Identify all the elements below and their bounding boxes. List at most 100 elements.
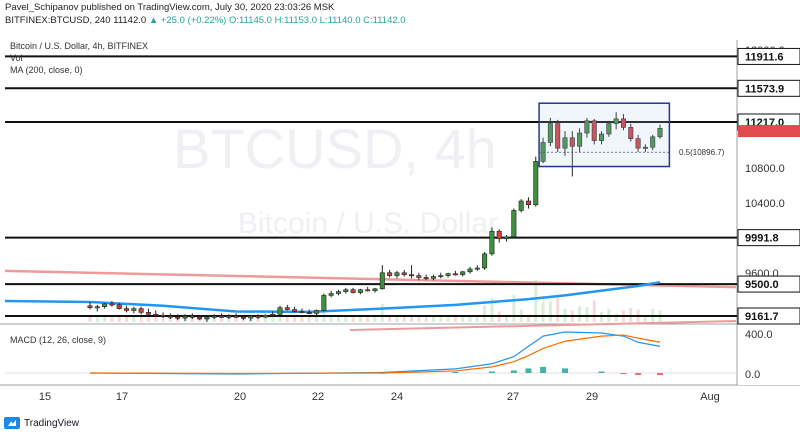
level-tag: [737, 79, 800, 97]
y-tick-label: 0.0: [745, 369, 760, 381]
macd-histogram-bar: [620, 373, 627, 374]
volume-bar: [285, 316, 289, 322]
macd-line: [89, 331, 661, 375]
volume-bar: [263, 316, 267, 322]
candle-body: [306, 312, 312, 314]
watermark-name: Bitcoin / U.S. Dollar: [238, 207, 498, 240]
volume-bar: [424, 317, 428, 322]
volume-bar: [293, 316, 297, 322]
level-label: 11573.9: [745, 83, 784, 95]
candle-body: [365, 289, 371, 292]
legend-main[interactable]: Bitcoin / U.S. Dollar, 4h, BITFINEX: [10, 41, 149, 51]
volume-bar: [103, 315, 107, 322]
candle-body: [591, 120, 597, 141]
macd-histogram-bar: [598, 371, 605, 373]
volume-bar: [388, 315, 392, 322]
volume-bar: [344, 316, 348, 322]
volume-bar: [410, 317, 414, 322]
candle-body: [240, 316, 246, 319]
volume-bar: [512, 294, 516, 322]
legend-macd[interactable]: MACD (12, 26, close, 9): [10, 335, 107, 345]
candle-body: [606, 123, 612, 135]
candle-body: [131, 308, 137, 311]
candle-body: [255, 315, 261, 318]
ohlc-values: O:11145.0 H:11153.0 L:11140.0 C:11142.0: [228, 15, 406, 26]
candle-body: [189, 315, 195, 318]
candle-body: [628, 127, 634, 140]
candle-body: [452, 273, 458, 276]
candle-body: [416, 275, 422, 278]
candle-body: [445, 273, 451, 276]
legend-vol[interactable]: Vol: [10, 53, 23, 63]
candle-body: [262, 314, 268, 318]
candle-body: [620, 118, 626, 128]
candle-body: [423, 277, 429, 279]
macd-histogram-bar: [635, 373, 642, 376]
volume-bar: [227, 317, 231, 322]
macd-histogram-bar: [525, 368, 532, 373]
volume-bar: [417, 316, 421, 322]
x-tick-label: 20: [234, 391, 246, 403]
candle-body: [321, 295, 327, 311]
candle-body: [504, 236, 510, 240]
candle-body: [233, 315, 239, 318]
candle-body: [379, 272, 385, 290]
volume-bar: [132, 316, 136, 322]
volume-bar: [402, 316, 406, 322]
candle-body: [657, 128, 663, 138]
candle-body: [460, 271, 466, 275]
candle-body: [569, 137, 575, 147]
candle-body: [599, 133, 605, 141]
symbol-name: BITFINEX:BTCUSD, 240: [5, 15, 111, 26]
price-axis-bg: [738, 40, 800, 385]
volume-bar: [505, 316, 509, 322]
volume-bar: [322, 304, 326, 322]
x-tick-label: 27: [507, 391, 519, 403]
volume-bar: [95, 317, 99, 322]
volume-bar: [256, 317, 260, 322]
macd-histogram-bar: [452, 371, 459, 373]
tradingview-logo[interactable]: TradingView: [4, 417, 79, 429]
x-tick-label: Aug: [700, 391, 720, 403]
level-label: 9991.8: [745, 233, 779, 245]
volume-bar: [154, 317, 158, 322]
last-price-value: 11142.0: [113, 15, 147, 26]
fib-label: 0.5(10896.7): [679, 148, 725, 157]
level-tag: [737, 229, 800, 247]
candle-body: [430, 276, 436, 279]
change-value: ▲ +25.0 (+0.22%): [148, 15, 227, 26]
candle-body: [145, 312, 151, 315]
macd-histogram-bar: [540, 366, 547, 373]
volume-bar: [483, 305, 487, 322]
candle-body: [160, 314, 166, 317]
volume-bar: [592, 300, 596, 322]
x-tick-label: 24: [391, 391, 403, 403]
x-tick-label: 17: [116, 391, 128, 403]
candle-body: [525, 200, 531, 206]
candle-body: [109, 303, 115, 306]
volume-bar: [556, 296, 560, 322]
volume-bar: [125, 316, 129, 322]
candle-body: [299, 311, 305, 313]
watermark-symbol: BTCUSD, 4h: [173, 117, 497, 180]
candle-body: [635, 138, 641, 149]
x-tick-label: 22: [312, 391, 324, 403]
candle-body: [438, 275, 444, 278]
volume-bar: [468, 315, 472, 322]
candle-body: [577, 132, 583, 147]
candle-body: [562, 137, 568, 149]
last-price-tag: [738, 125, 800, 138]
candle-body: [555, 123, 561, 149]
candle-body: [182, 315, 188, 319]
ma200-line: [4, 280, 661, 314]
symbol-line: BITFINEX:BTCUSD, 240 11142.0 ▲ +25.0 (+0…: [5, 15, 406, 26]
volume-bar: [190, 317, 194, 322]
volume-bar: [395, 315, 399, 322]
legend-ma[interactable]: MA (200, close, 0): [10, 65, 83, 75]
candle-body: [584, 120, 590, 134]
x-tick-label: 29: [586, 391, 598, 403]
volume-bar: [110, 317, 114, 322]
level-tag: [737, 307, 800, 325]
candle-body: [284, 307, 290, 310]
